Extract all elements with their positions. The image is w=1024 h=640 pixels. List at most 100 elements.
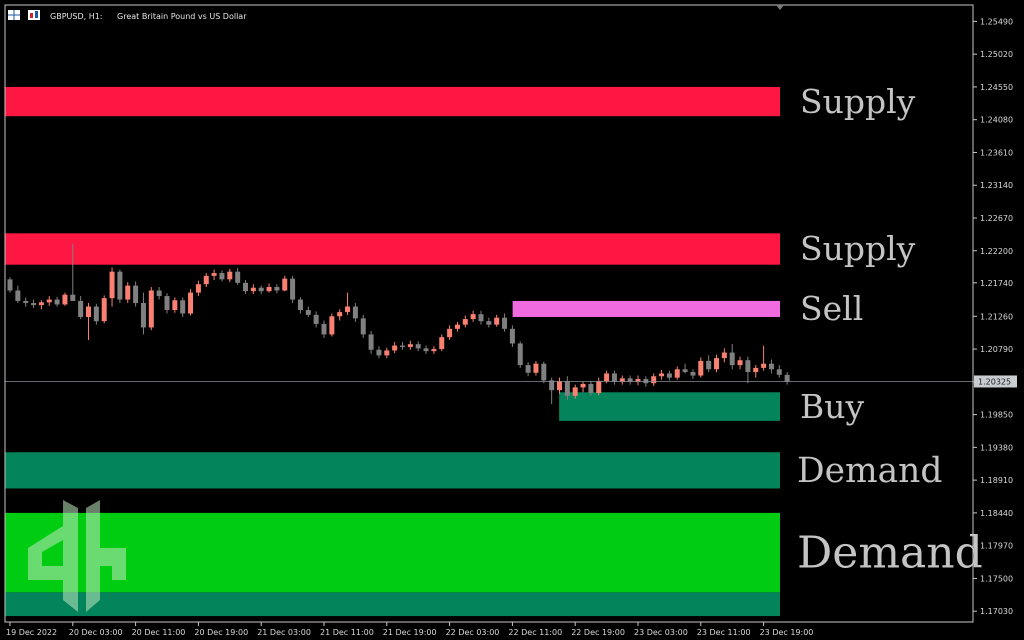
candle[interactable] [651, 373, 657, 387]
candle[interactable] [93, 303, 99, 325]
candle[interactable] [737, 356, 743, 370]
candle[interactable] [431, 346, 437, 354]
candle[interactable] [250, 284, 256, 294]
candle[interactable] [549, 377, 555, 405]
candle[interactable] [745, 356, 751, 384]
candle[interactable] [557, 377, 562, 394]
candle[interactable] [698, 357, 704, 378]
candle[interactable] [494, 314, 500, 327]
candle[interactable] [274, 284, 280, 294]
candle[interactable] [38, 300, 44, 310]
candle[interactable] [368, 330, 374, 354]
candle[interactable] [564, 376, 570, 400]
candle[interactable] [23, 297, 29, 307]
candle[interactable] [509, 325, 515, 347]
candle[interactable] [195, 280, 201, 297]
candle[interactable] [533, 360, 539, 376]
candle[interactable] [415, 341, 421, 352]
candle[interactable] [721, 348, 727, 363]
candle[interactable] [376, 346, 382, 359]
candle[interactable] [400, 342, 405, 350]
candle[interactable] [384, 347, 390, 359]
candle[interactable] [46, 296, 52, 306]
candle[interactable] [211, 269, 217, 281]
chart-shift-marker-icon[interactable] [776, 5, 784, 10]
candle[interactable] [407, 340, 413, 350]
candle[interactable] [454, 321, 460, 332]
candle[interactable] [611, 370, 617, 385]
candle[interactable] [101, 295, 107, 324]
candle[interactable] [86, 303, 91, 340]
candle[interactable] [203, 273, 209, 288]
candle[interactable] [627, 375, 633, 385]
candle[interactable] [761, 345, 767, 371]
candle[interactable] [486, 317, 492, 328]
candle[interactable] [659, 369, 665, 380]
candle[interactable] [666, 370, 672, 381]
candle[interactable] [62, 292, 68, 306]
candle[interactable] [164, 293, 170, 314]
candle[interactable] [753, 365, 759, 378]
candle[interactable] [690, 369, 696, 380]
candle[interactable] [133, 281, 139, 307]
candle[interactable] [714, 354, 719, 373]
candle[interactable] [360, 314, 366, 338]
candle[interactable] [7, 277, 13, 293]
candle[interactable] [282, 275, 288, 292]
candle[interactable] [706, 355, 712, 373]
candle[interactable] [768, 359, 774, 374]
candle[interactable] [305, 306, 311, 317]
candle[interactable] [580, 381, 586, 393]
candle[interactable] [392, 342, 398, 354]
candle[interactable] [290, 275, 296, 304]
candle[interactable] [117, 269, 123, 304]
candle[interactable] [784, 372, 790, 385]
candle[interactable] [172, 297, 178, 313]
candle[interactable] [54, 296, 60, 307]
candle[interactable] [337, 309, 343, 321]
candle[interactable] [329, 313, 335, 337]
candle[interactable] [478, 310, 484, 325]
candle[interactable] [258, 285, 264, 294]
candle[interactable] [470, 310, 476, 322]
candle[interactable] [140, 292, 146, 335]
candle[interactable] [423, 345, 429, 354]
candle[interactable] [619, 375, 625, 385]
candle[interactable] [125, 282, 131, 304]
candle[interactable] [572, 384, 578, 399]
candle[interactable] [156, 287, 162, 300]
candle[interactable] [109, 267, 115, 307]
candle[interactable] [266, 283, 272, 293]
candle[interactable] [243, 280, 248, 294]
candle[interactable] [219, 270, 225, 282]
candle[interactable] [729, 344, 735, 370]
candle[interactable] [78, 296, 84, 320]
candle[interactable] [682, 363, 688, 374]
candle[interactable] [31, 299, 37, 308]
candle[interactable] [321, 320, 327, 338]
candle[interactable] [635, 375, 641, 386]
candle[interactable] [15, 285, 21, 304]
candle[interactable] [180, 297, 186, 317]
candle[interactable] [70, 243, 76, 301]
candle[interactable] [439, 334, 445, 352]
candle[interactable] [588, 381, 594, 396]
candle[interactable] [674, 366, 680, 380]
candle[interactable] [188, 289, 194, 316]
candle[interactable] [502, 313, 508, 332]
candle[interactable] [447, 325, 453, 340]
candle[interactable] [297, 297, 303, 314]
candle[interactable] [541, 361, 547, 384]
candle[interactable] [235, 268, 241, 285]
candle[interactable] [525, 362, 531, 377]
candle[interactable] [776, 365, 782, 378]
candle[interactable] [352, 303, 358, 322]
candle[interactable] [462, 315, 468, 328]
one-click-trading-icon[interactable] [28, 10, 40, 20]
candle[interactable] [345, 292, 351, 315]
candle[interactable] [313, 311, 319, 328]
candle[interactable] [148, 287, 154, 331]
candle[interactable] [517, 341, 523, 368]
candle[interactable] [227, 268, 233, 283]
